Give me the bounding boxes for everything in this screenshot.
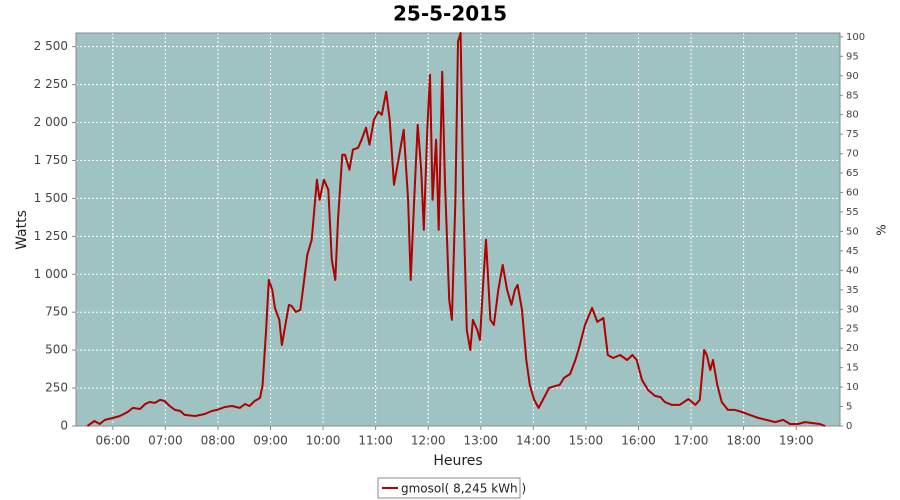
x-tick-label: 17:00 [674,434,709,448]
y2-tick-label: 10 [846,382,859,393]
y2-tick-label: 35 [846,285,859,296]
y2-tick-label: 100 [846,32,865,43]
y2-tick-label: 50 [846,226,859,237]
y-tick-label: 2 000 [34,115,68,129]
y2-tick-label: 45 [846,246,859,257]
y-tick-label: 750 [45,305,68,319]
y2-axis-label: % [875,224,889,235]
y-tick-label: 1 250 [34,229,68,243]
x-tick-label: 09:00 [253,434,288,448]
x-tick-label: 06:00 [96,434,131,448]
y2-tick-label: 40 [846,265,859,276]
y2-tick-label: 30 [846,304,859,315]
x-tick-label: 12:00 [411,434,446,448]
y2-tick-label: 90 [846,71,859,82]
y2-tick-label: 0 [846,421,852,432]
y2-tick-label: 60 [846,188,859,199]
x-tick-label: 13:00 [463,434,498,448]
x-tick-label: 18:00 [726,434,761,448]
plot-border [75,32,841,427]
y2-tick-label: 80 [846,110,859,121]
y2-tick-label: 75 [846,129,859,140]
x-tick-label: 07:00 [148,434,183,448]
y2-tick-label: 70 [846,149,859,160]
y2-tick-label: 85 [846,90,859,101]
y-tick-label: 1 750 [34,153,68,167]
y2-tick-label: 15 [846,363,859,374]
x-tick-label: 15:00 [569,434,604,448]
x-tick-label: 10:00 [306,434,341,448]
legend-box [377,477,521,499]
y2-tick-label: 5 [846,402,852,413]
y-tick-label: 250 [45,381,68,395]
legend-label: gmosol( 8,245 kWh ) [401,482,526,496]
series-line [86,32,826,427]
x-tick-label: 19:00 [779,434,814,448]
y2-tick-label: 65 [846,168,859,179]
y-tick-label: 1 000 [34,267,68,281]
x-axis-label: Heures [433,453,482,469]
x-tick-label: 16:00 [621,434,656,448]
y-tick-label: 1 500 [34,191,68,205]
y-axis-label: Watts [14,210,30,250]
y-tick-label: 0 [60,419,68,433]
x-tick-label: 08:00 [201,434,236,448]
y-tick-label: 500 [45,343,68,357]
x-tick-label: 11:00 [358,434,393,448]
y2-tick-label: 25 [846,324,859,335]
y2-tick-label: 20 [846,343,859,354]
y-tick-label: 2 500 [34,39,68,53]
y-tick-label: 2 250 [34,77,68,91]
chart-title: 25-5-2015 [393,2,507,26]
x-tick-label: 14:00 [516,434,551,448]
y2-tick-label: 95 [846,51,859,62]
y2-tick-label: 55 [846,207,859,218]
